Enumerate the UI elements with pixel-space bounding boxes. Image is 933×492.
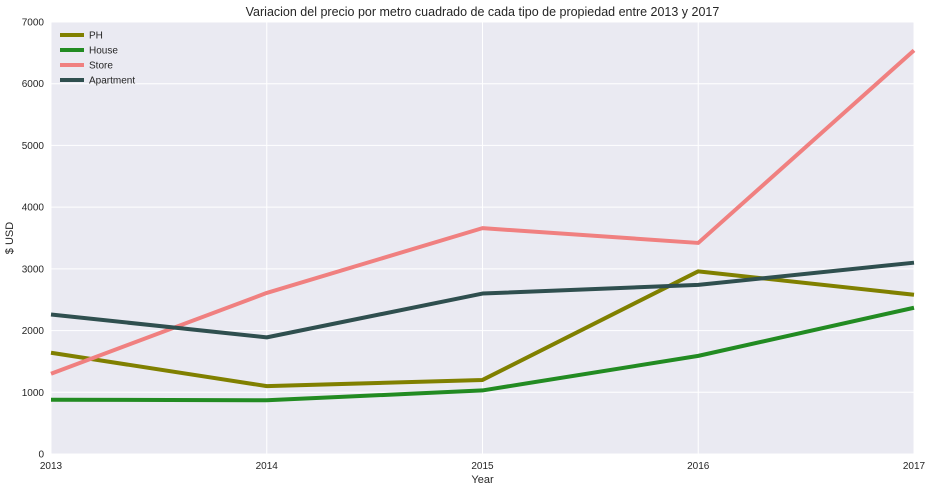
y-tick-label: 5000	[22, 141, 45, 152]
chart-title: Variacion del precio por metro cuadrado …	[246, 5, 720, 19]
y-tick-label: 2000	[22, 326, 45, 337]
x-axis-label: Year	[471, 474, 494, 486]
series-layer	[50, 48, 916, 403]
legend: PH House Store Apartment	[60, 31, 135, 87]
legend-label-house: House	[89, 46, 118, 57]
series-line-apartment	[50, 260, 915, 340]
x-tick-label: 2016	[687, 461, 710, 472]
y-axis-label: $ USD	[4, 222, 16, 254]
x-tick-label: 2015	[471, 461, 494, 472]
ticks: 0 1000 2000 3000 4000 5000 6000 7000 2013 2014 201…	[22, 18, 926, 473]
series-line-house	[50, 305, 915, 403]
y-tick-label: 6000	[22, 79, 45, 90]
x-tick-label: 2014	[256, 461, 279, 472]
legend-label-apartment: Apartment	[89, 76, 135, 87]
series-line-store	[50, 48, 916, 376]
y-tick-label: 3000	[22, 264, 45, 275]
y-tick-label: 1000	[22, 388, 45, 399]
y-tick-label: 7000	[22, 18, 45, 29]
x-tick-label: 2013	[40, 461, 63, 472]
y-tick-label: 0	[38, 450, 44, 461]
legend-label-store: Store	[89, 61, 113, 72]
y-tick-label: 4000	[22, 203, 45, 214]
legend-label-ph: PH	[89, 31, 103, 42]
x-tick-label: 2017	[903, 461, 926, 472]
